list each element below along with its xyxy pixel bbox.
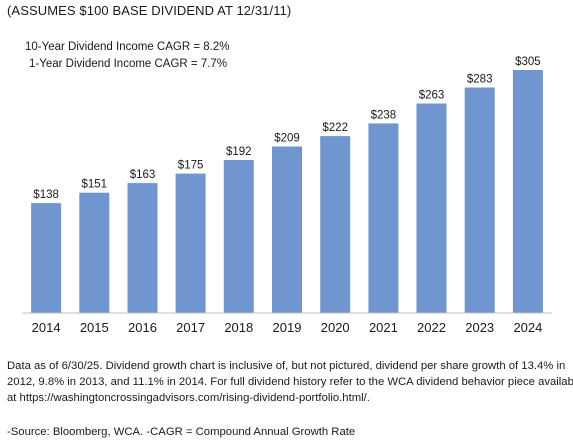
one-year-cagr-note: 1-Year Dividend Income CAGR = 7.7% [29,58,228,70]
data-label-2016: $163 [130,169,156,181]
x-tick-label-2021: 2021 [369,320,398,335]
x-tick-label-2020: 2020 [321,320,350,335]
data-label-2021: $238 [371,109,397,121]
data-label-2014: $138 [33,189,59,201]
ten-year-cagr-note: 10-Year Dividend Income CAGR = 8.2% [25,41,230,53]
data-label-2020: $222 [322,122,348,134]
x-tick-label-2023: 2023 [465,320,494,335]
x-tick-label-2024: 2024 [513,320,542,335]
x-tick-label-2015: 2015 [80,320,109,335]
footnote-line: 2012, 9.8% in 2013, and 11.1% in 2014. F… [7,376,573,388]
data-label-2015: $151 [82,179,108,191]
x-tick-labels-group: 2014 2015 2016 2017 2018 2019 2020 2021 2022 2023… [32,320,543,335]
bar-2014 [31,203,62,313]
data-label-2023: $283 [467,74,493,86]
x-tick-label-2016: 2016 [128,320,157,335]
bar-2017 [175,173,206,313]
footnote: Data as of 6/30/25. Dividend growth char… [7,358,573,406]
data-label-2022: $263 [419,90,445,102]
dividend-bar-chart: $138 $151 $163 $175 $192 $209 $222 $238 $263 $283… [22,56,552,335]
bar-2019 [272,146,302,313]
x-tick-label-2018: 2018 [224,320,253,335]
bar-2024 [512,70,543,313]
x-tick-label-2014: 2014 [32,320,61,335]
data-label-2024: $305 [515,56,541,68]
bar-2016 [127,183,158,313]
source-note: -Source: Bloomberg, WCA. -CAGR = Compoun… [7,426,356,438]
data-labels-group: $138 $151 $163 $175 $192 $209 $222 $238 $263 $283… [33,56,540,201]
bar-2023 [464,87,495,313]
data-label-2018: $192 [226,146,252,158]
bars-group [31,70,543,314]
bar-2021 [368,123,399,314]
chart-subtitle: (ASSUMES $100 BASE DIVIDEND AT 12/31/11) [7,3,292,18]
bar-2018 [223,160,254,313]
bar-2020 [320,136,351,313]
data-label-2017: $175 [178,160,204,172]
x-tick-label-2022: 2022 [417,320,446,335]
bar-2022 [416,103,447,313]
data-label-2019: $209 [274,133,300,145]
x-tick-label-2019: 2019 [273,320,302,335]
bar-2015 [79,192,110,313]
x-tick-label-2017: 2017 [176,320,205,335]
footnote-line: at https://washingtoncrossingadvisors.co… [7,392,370,404]
footnote-line: Data as of 6/30/25. Dividend growth char… [7,360,566,372]
